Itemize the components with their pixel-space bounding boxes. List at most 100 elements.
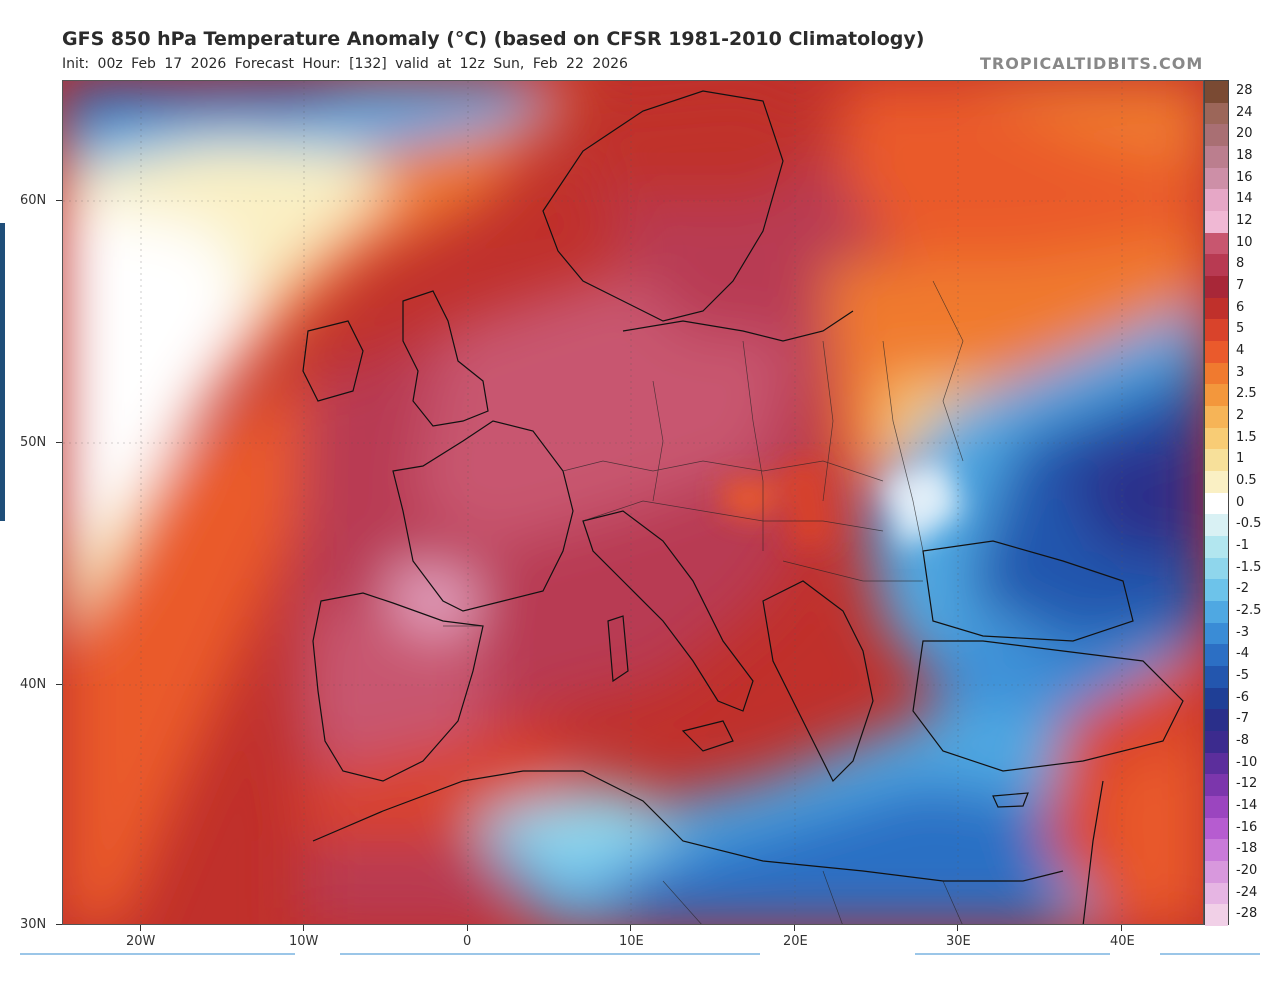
colorbar-label: -3 xyxy=(1236,624,1249,640)
colorbar-swatch xyxy=(1205,536,1228,559)
graticule xyxy=(63,81,1203,924)
coastlines xyxy=(302,90,1184,924)
colorbar-label: 0 xyxy=(1236,494,1245,510)
colorbar-swatch xyxy=(1205,471,1228,494)
colorbar-label: 5 xyxy=(1236,321,1245,337)
colorbar-swatch xyxy=(1205,514,1228,537)
colorbar-swatch xyxy=(1205,752,1228,775)
colorbar-swatch xyxy=(1205,102,1228,125)
lon-tick xyxy=(794,925,795,931)
lat-label-60n: 60N xyxy=(20,193,47,208)
colorbar-label: -28 xyxy=(1236,906,1258,922)
colorbar-swatch xyxy=(1205,622,1228,645)
colorbar-label: 2 xyxy=(1236,407,1245,423)
colorbar-swatch xyxy=(1205,146,1228,169)
colorbar-label: 1.5 xyxy=(1236,429,1257,445)
colorbar-label: 12 xyxy=(1236,212,1253,228)
colorbar-swatch xyxy=(1205,362,1228,385)
colorbar-label: -2 xyxy=(1236,581,1249,597)
colorbar-label: 16 xyxy=(1236,169,1253,185)
colorbar-swatch xyxy=(1205,449,1228,472)
lon-label-0: 0 xyxy=(463,934,472,949)
lat-label-30n: 30N xyxy=(20,917,47,932)
lon-tick xyxy=(140,925,141,931)
lon-tick xyxy=(303,925,304,931)
lat-label-50n: 50N xyxy=(20,435,47,450)
colorbar-swatch xyxy=(1205,644,1228,667)
colorbar-label: 0.5 xyxy=(1236,472,1257,488)
colorbar-swatch xyxy=(1205,796,1228,819)
lat-tick xyxy=(56,200,62,201)
colorbar-label: 14 xyxy=(1236,191,1253,207)
colorbar-label: 8 xyxy=(1236,256,1245,272)
colorbar-swatch xyxy=(1205,211,1228,234)
colorbar-label: -20 xyxy=(1236,862,1258,878)
lon-label-40e: 40E xyxy=(1110,934,1135,949)
colorbar-label: -5 xyxy=(1236,667,1249,683)
colorbar-label: -7 xyxy=(1236,711,1249,727)
colorbar-label: 20 xyxy=(1236,126,1253,142)
colorbar-swatch xyxy=(1205,276,1228,299)
colorbar-swatch xyxy=(1205,232,1228,255)
colorbar xyxy=(1204,80,1229,927)
colorbar-label: -12 xyxy=(1236,776,1258,792)
colorbar-label: -14 xyxy=(1236,797,1258,813)
colorbar-swatch xyxy=(1205,731,1228,754)
colorbar-swatch xyxy=(1205,492,1228,515)
colorbar-label: 3 xyxy=(1236,364,1245,380)
colorbar-swatch xyxy=(1205,384,1228,407)
colorbar-label: -0.5 xyxy=(1236,516,1262,532)
colorbar-label: -1.5 xyxy=(1236,559,1262,575)
national-borders xyxy=(443,280,964,924)
colorbar-label: -18 xyxy=(1236,841,1258,857)
anomaly-field xyxy=(63,81,1203,924)
colorbar-swatch xyxy=(1205,666,1228,689)
colorbar-swatch xyxy=(1205,817,1228,840)
lat-tick xyxy=(56,684,62,685)
colorbar-swatch xyxy=(1205,427,1228,450)
left-edge-bar xyxy=(0,223,5,521)
colorbar-swatch xyxy=(1205,839,1228,862)
colorbar-label: -4 xyxy=(1236,646,1249,662)
colorbar-swatch xyxy=(1205,319,1228,342)
lat-tick xyxy=(56,442,62,443)
lon-label-10e: 10E xyxy=(619,934,644,949)
colorbar-swatch xyxy=(1205,709,1228,732)
colorbar-label: 2.5 xyxy=(1236,386,1257,402)
colorbar-swatch xyxy=(1205,861,1228,884)
site-watermark: TROPICALTIDBITS.COM xyxy=(980,54,1204,73)
colorbar-label: 7 xyxy=(1236,277,1245,293)
colorbar-swatch xyxy=(1205,904,1228,927)
colorbar-swatch xyxy=(1205,406,1228,429)
lon-tick xyxy=(467,925,468,931)
colorbar-swatch xyxy=(1205,557,1228,580)
bottom-divider xyxy=(1160,953,1260,955)
colorbar-swatch xyxy=(1205,189,1228,212)
colorbar-label: 18 xyxy=(1236,147,1253,163)
colorbar-label: 4 xyxy=(1236,342,1245,358)
colorbar-label: -6 xyxy=(1236,689,1249,705)
lon-label-10w: 10W xyxy=(289,934,319,949)
lat-tick xyxy=(56,924,62,925)
map-subtitle: Init: 00z Feb 17 2026 Forecast Hour: [13… xyxy=(62,56,628,72)
lon-tick xyxy=(957,925,958,931)
colorbar-label: -10 xyxy=(1236,754,1258,770)
colorbar-swatch xyxy=(1205,774,1228,797)
colorbar-label: -2.5 xyxy=(1236,602,1262,618)
colorbar-swatch xyxy=(1205,81,1228,104)
colorbar-label: 28 xyxy=(1236,82,1253,98)
colorbar-swatch xyxy=(1205,254,1228,277)
colorbar-label: -16 xyxy=(1236,819,1258,835)
colorbar-label: 24 xyxy=(1236,104,1253,120)
colorbar-label: -24 xyxy=(1236,884,1258,900)
colorbar-label: -1 xyxy=(1236,537,1249,553)
temperature-anomaly-map xyxy=(62,80,1204,925)
colorbar-swatch xyxy=(1205,297,1228,320)
colorbar-swatch xyxy=(1205,882,1228,905)
bottom-divider xyxy=(20,953,295,955)
lon-label-20w: 20W xyxy=(126,934,156,949)
colorbar-label: -8 xyxy=(1236,732,1249,748)
lon-label-20e: 20E xyxy=(783,934,808,949)
map-title: GFS 850 hPa Temperature Anomaly (°C) (ba… xyxy=(62,28,925,50)
colorbar-swatch xyxy=(1205,341,1228,364)
